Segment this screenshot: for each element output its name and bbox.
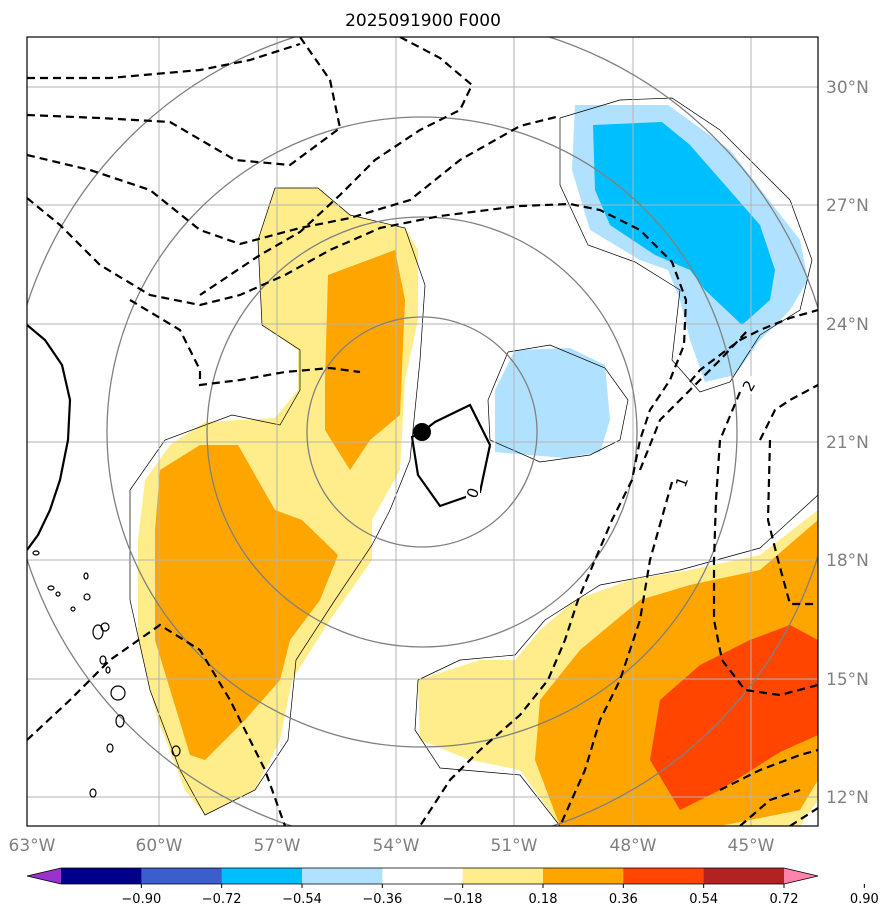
lat-tick-labels: 30°N 27°N 24°N 21°N 18°N 15°N 12°N xyxy=(826,78,869,808)
colorbar-swatch xyxy=(623,868,705,884)
storm-center-marker xyxy=(413,423,431,441)
colorbar-tick-label: 0.18 xyxy=(529,892,558,907)
colorbar-swatch xyxy=(543,868,624,884)
colorbar-outline xyxy=(26,867,819,885)
island-coastlines xyxy=(32,550,181,798)
colorbar-tick-label: −0.54 xyxy=(282,892,322,907)
shading-red-orange xyxy=(650,625,818,810)
colorbar-swatch xyxy=(221,868,303,884)
colorbar-tick-label: 0.36 xyxy=(609,892,638,907)
colorbar-tick-label: −0.18 xyxy=(443,892,483,907)
shading-outlines xyxy=(129,97,818,826)
range-rings xyxy=(27,37,818,826)
colorbar-swatch xyxy=(141,868,223,884)
colorbar-tick-label: 0.72 xyxy=(770,892,799,907)
colorbar-swatch xyxy=(302,868,383,884)
lon-tick-45w: 45°W xyxy=(728,836,775,856)
colorbar-tick-label: −0.36 xyxy=(362,892,402,907)
figure-title: 2025091900 F000 xyxy=(345,11,501,31)
colorbar-extend-min xyxy=(27,868,61,884)
lat-tick-21n: 21°N xyxy=(826,433,869,453)
lon-tick-labels: 63°W 60°W 57°W 54°W 51°W 48°W 45°W xyxy=(9,836,775,856)
graticule xyxy=(27,37,818,826)
lon-tick-57w: 57°W xyxy=(254,836,301,856)
colorbar-tick-label: −0.72 xyxy=(202,892,242,907)
colorbar-extend-max xyxy=(784,868,818,884)
colorbar-tick-label: −0.90 xyxy=(121,892,161,907)
colorbar-swatch xyxy=(61,868,142,884)
colorbar-swatch xyxy=(462,868,544,884)
colorbar-tick-label: 0.90 xyxy=(850,892,879,907)
colorbar-swatch xyxy=(382,868,464,884)
lat-tick-27n: 27°N xyxy=(826,196,869,216)
lon-tick-51w: 51°W xyxy=(491,836,538,856)
lon-tick-60w: 60°W xyxy=(136,836,183,856)
lon-tick-54w: 54°W xyxy=(373,836,420,856)
lat-tick-24n: 24°N xyxy=(826,315,869,335)
colorbar-tick-label: 0.54 xyxy=(689,892,718,907)
lat-tick-15n: 15°N xyxy=(826,670,869,690)
colorbar-swatch xyxy=(703,868,785,884)
colorbar: −0.90 −0.72 −0.54 −0.36 −0.18 0.18 0.36 0.54 0.7… xyxy=(26,867,879,907)
lon-tick-48w: 48°W xyxy=(610,836,657,856)
map-area: 0 1 2 xyxy=(27,37,818,826)
dashed-contours xyxy=(27,37,818,826)
lat-tick-12n: 12°N xyxy=(826,788,869,808)
contour-labels: 0 1 2 xyxy=(463,376,759,501)
shading-deep-sky-blue xyxy=(593,122,775,325)
lon-tick-63w: 63°W xyxy=(9,836,56,856)
map-frame xyxy=(26,36,819,827)
lat-tick-18n: 18°N xyxy=(826,551,869,571)
lat-tick-30n: 30°N xyxy=(826,78,869,98)
